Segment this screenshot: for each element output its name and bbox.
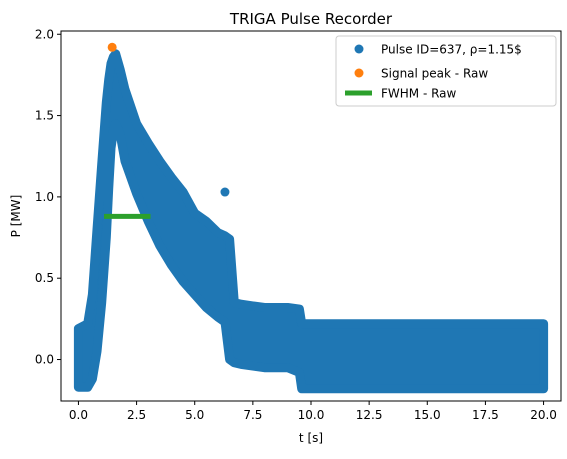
pulse-data-cloud <box>73 49 549 394</box>
legend: Pulse ID=637, ρ=1.15$ Signal peak - Raw … <box>335 35 557 107</box>
y-tick-label: 0.0 <box>35 353 54 367</box>
legend-label-peak: Signal peak - Raw <box>381 67 488 81</box>
x-tick-label: 17.5 <box>472 408 499 422</box>
x-tick-label: 7.5 <box>243 408 262 422</box>
x-tick-label: 2.5 <box>127 408 146 422</box>
x-tick-label: 20.0 <box>530 408 557 422</box>
y-tick-label: 2.0 <box>35 27 54 41</box>
legend-box <box>335 35 557 107</box>
x-tick-label: 15.0 <box>414 408 441 422</box>
x-axis-label: t [s] <box>299 431 323 445</box>
x-tick-label: 12.5 <box>356 408 383 422</box>
legend-label-fwhm: FWHM - Raw <box>381 87 457 101</box>
legend-marker-pulse <box>354 44 364 54</box>
x-tick-label: 10.0 <box>298 408 325 422</box>
signal-peak-point <box>107 42 117 52</box>
pulse-outlier-point-0 <box>220 187 230 197</box>
y-tick-label: 1.5 <box>35 109 54 123</box>
x-axis-ticks: 0.0 2.5 5.0 7.5 10.0 12.5 15.0 17.5 20.0 <box>69 401 557 422</box>
legend-marker-peak <box>354 68 364 78</box>
plot-area <box>73 42 549 394</box>
y-tick-label: 0.5 <box>35 271 54 285</box>
chart-title: TRIGA Pulse Recorder <box>229 10 393 28</box>
y-axis-ticks: 0.0 0.5 1.0 1.5 2.0 <box>35 27 61 367</box>
x-tick-label: 0.0 <box>69 408 88 422</box>
y-axis-label: P [MW] <box>9 195 23 238</box>
legend-label-pulse: Pulse ID=637, ρ=1.15$ <box>381 43 522 57</box>
y-tick-label: 1.0 <box>35 190 54 204</box>
x-tick-label: 5.0 <box>185 408 204 422</box>
